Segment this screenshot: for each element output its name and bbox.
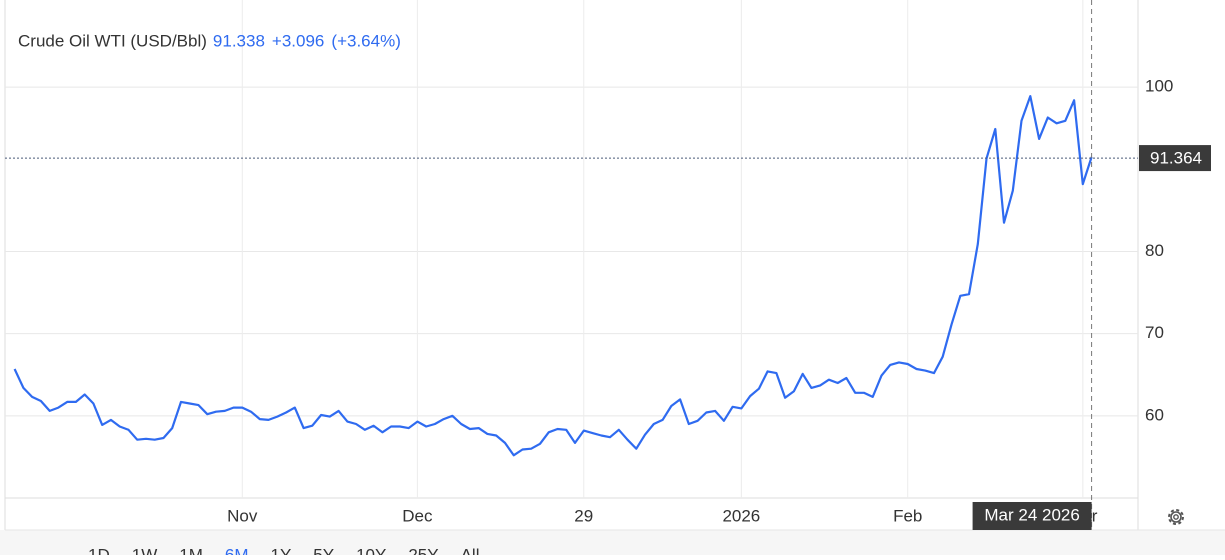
range-button[interactable]: 1M [179, 545, 203, 560]
price-line [13, 95, 1093, 457]
y-tick-label: 70 [1145, 323, 1164, 342]
range-button[interactable]: 6M [225, 545, 249, 560]
range-bar [0, 530, 1225, 555]
chart-title: Crude Oil WTI (USD/Bbl) [18, 31, 207, 50]
header-change-pct: (+3.64%) [331, 31, 400, 50]
range-button[interactable]: 10Y [356, 545, 386, 560]
range-button[interactable]: 5Y [313, 545, 334, 560]
range-button[interactable]: 25Y [408, 545, 438, 560]
y-tick-label: 60 [1145, 405, 1164, 424]
x-tick-label: 29 [574, 506, 593, 525]
crosshair-label: Mar 24 2026 [984, 505, 1079, 524]
price-badge-label: 91.364 [1150, 149, 1202, 168]
y-tick-label: 100 [1145, 77, 1173, 96]
x-tick-label: Nov [227, 506, 258, 525]
range-button[interactable]: 1Y [270, 545, 291, 560]
range-button[interactable]: 1D [88, 545, 110, 560]
header-change: +3.096 [272, 31, 324, 50]
price-badge [1139, 145, 1211, 172]
y-tick-label: 80 [1145, 241, 1164, 260]
x-tick-label: Feb [893, 506, 922, 525]
x-tick-label: Dec [402, 506, 433, 525]
settings-icon[interactable] [1168, 509, 1184, 525]
crosshair-badge [972, 502, 1092, 530]
x-tick-label: 2026 [722, 506, 760, 525]
range-button[interactable]: 1W [132, 545, 158, 560]
range-button[interactable]: All [461, 545, 480, 560]
header-price: 91.338 [213, 31, 265, 50]
